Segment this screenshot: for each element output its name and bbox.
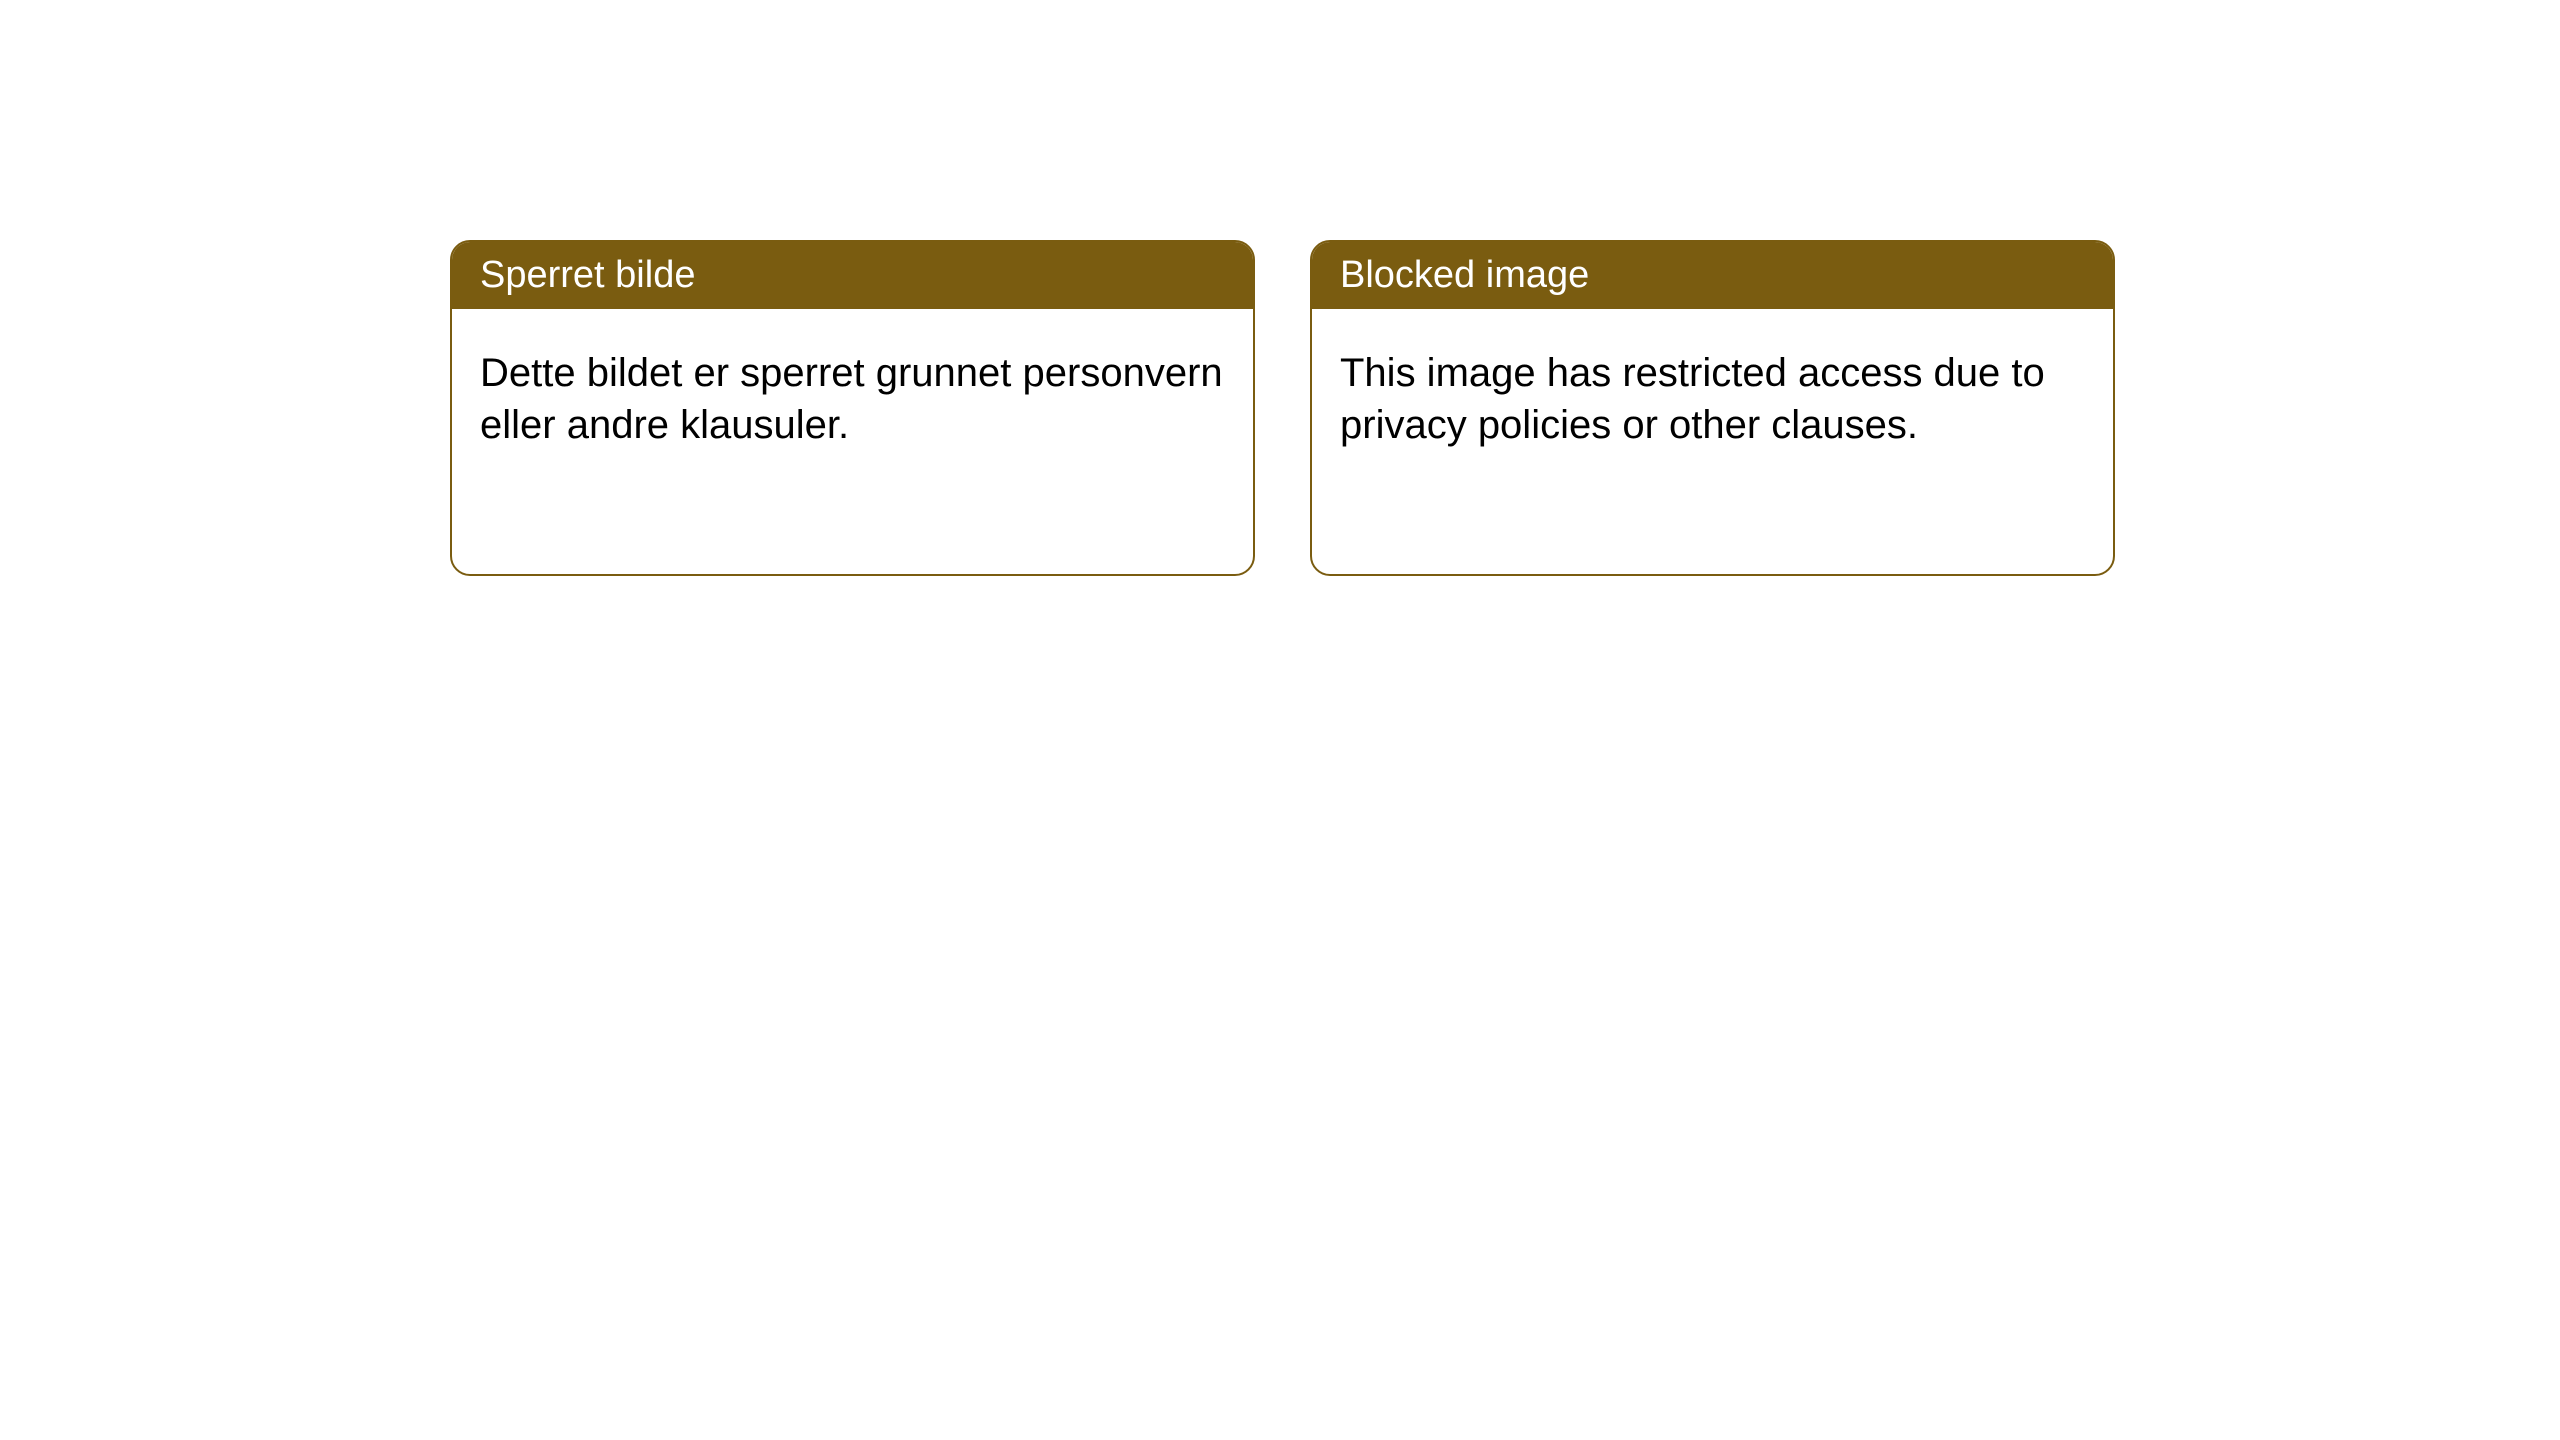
- card-body-no: Dette bildet er sperret grunnet personve…: [452, 309, 1253, 489]
- card-body-text-en: This image has restricted access due to …: [1340, 351, 2045, 447]
- card-body-en: This image has restricted access due to …: [1312, 309, 2113, 489]
- card-title-no: Sperret bilde: [480, 254, 695, 296]
- card-header-en: Blocked image: [1312, 242, 2113, 309]
- cards-container: Sperret bilde Dette bildet er sperret gr…: [0, 0, 2560, 576]
- card-body-text-no: Dette bildet er sperret grunnet personve…: [480, 351, 1223, 447]
- card-title-en: Blocked image: [1340, 254, 1589, 296]
- blocked-image-card-no: Sperret bilde Dette bildet er sperret gr…: [450, 240, 1255, 576]
- card-header-no: Sperret bilde: [452, 242, 1253, 309]
- blocked-image-card-en: Blocked image This image has restricted …: [1310, 240, 2115, 576]
